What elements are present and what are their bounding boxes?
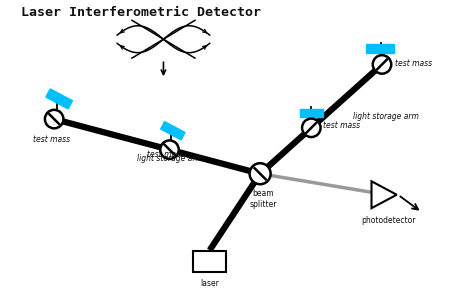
Circle shape [250,163,271,184]
Bar [300,109,323,117]
Text: beam
splitter: beam splitter [250,189,277,209]
Text: test mass: test mass [323,121,360,130]
Polygon shape [372,181,397,208]
Text: laser: laser [200,279,219,288]
Text: test mass: test mass [395,59,432,68]
Bar [46,89,73,109]
Text: light storage arm: light storage arm [353,113,419,121]
Text: light storage arm: light storage arm [137,154,203,163]
Bar [161,122,185,140]
Text: Laser Interferometric Detector: Laser Interferometric Detector [21,6,261,19]
Text: test mass: test mass [34,135,71,144]
Circle shape [45,110,64,128]
Circle shape [373,55,391,74]
Bar [193,252,227,272]
Circle shape [302,119,320,137]
Text: test mass: test mass [147,150,184,159]
Bar [366,44,393,53]
Text: photodetector: photodetector [361,216,416,225]
Circle shape [160,140,179,159]
